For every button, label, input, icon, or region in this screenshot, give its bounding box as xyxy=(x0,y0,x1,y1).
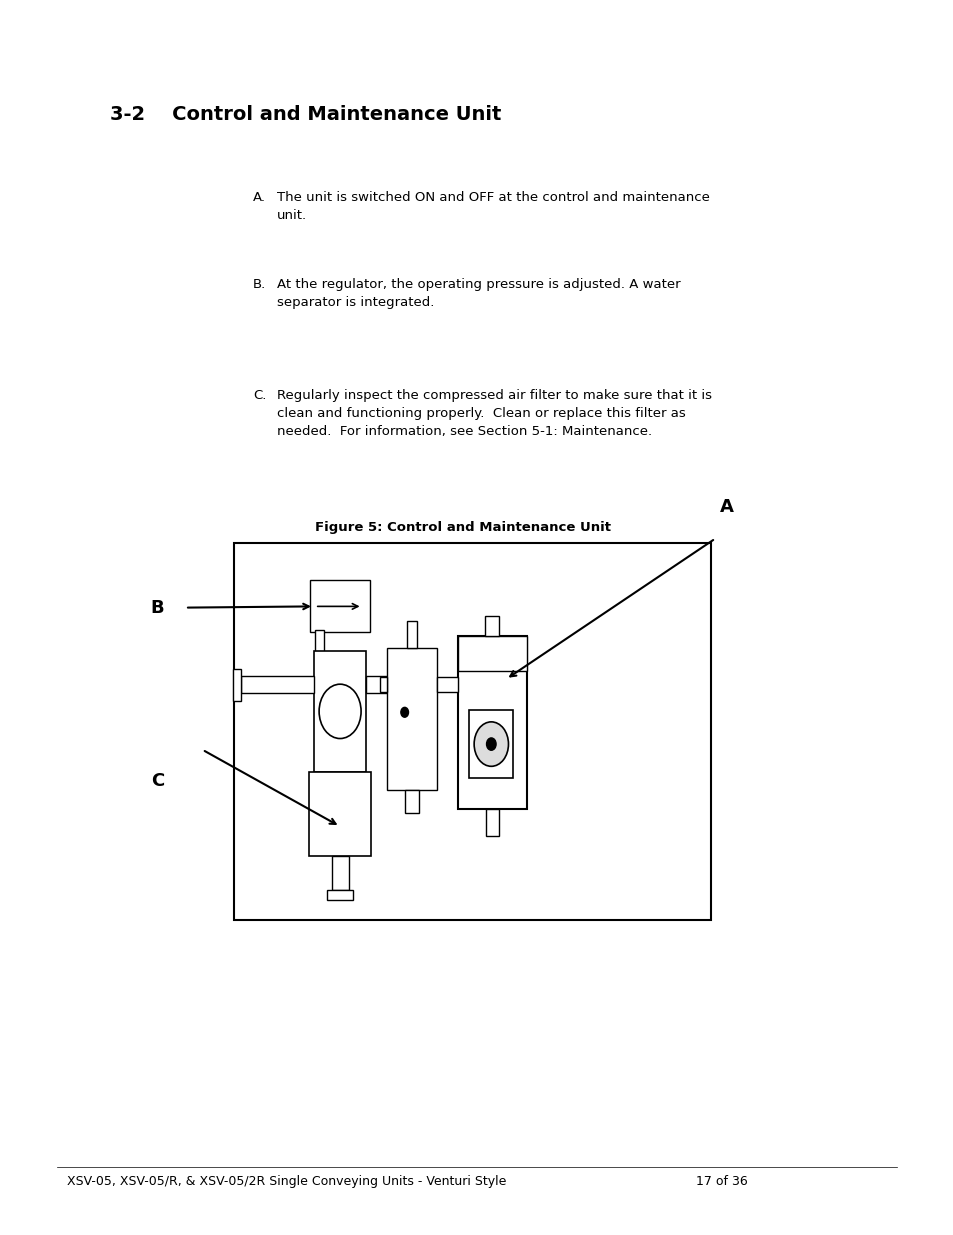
Text: Regularly inspect the compressed air filter to make sure that it is
clean and fu: Regularly inspect the compressed air fil… xyxy=(276,389,711,438)
Bar xyxy=(457,636,526,809)
Text: At the regulator, the operating pressure is adjusted. A water
separator is integ: At the regulator, the operating pressure… xyxy=(276,278,679,309)
Bar xyxy=(314,630,324,655)
Text: B: B xyxy=(151,599,164,616)
Bar xyxy=(407,621,416,648)
Bar xyxy=(469,710,513,778)
Text: The unit is switched ON and OFF at the control and maintenance
unit.: The unit is switched ON and OFF at the c… xyxy=(276,191,709,222)
Text: C.: C. xyxy=(253,389,266,403)
Bar xyxy=(233,543,710,920)
Bar xyxy=(379,677,387,692)
Text: 17 of 36: 17 of 36 xyxy=(696,1174,747,1188)
Bar xyxy=(457,636,526,671)
Bar xyxy=(310,580,370,632)
Bar xyxy=(332,856,349,890)
Text: C: C xyxy=(151,772,164,789)
Bar xyxy=(436,677,457,692)
Text: Figure 5: Control and Maintenance Unit: Figure 5: Control and Maintenance Unit xyxy=(314,520,610,534)
Bar xyxy=(366,676,387,693)
Text: A.: A. xyxy=(253,191,266,205)
Bar xyxy=(485,809,498,836)
Text: 3-2    Control and Maintenance Unit: 3-2 Control and Maintenance Unit xyxy=(110,105,500,124)
Circle shape xyxy=(486,737,496,750)
Text: XSV-05, XSV-05/R, & XSV-05/2R Single Conveying Units - Venturi Style: XSV-05, XSV-05/R, & XSV-05/2R Single Con… xyxy=(67,1174,506,1188)
Bar xyxy=(387,648,436,790)
Text: B.: B. xyxy=(253,278,266,291)
Bar xyxy=(326,890,354,900)
Text: A: A xyxy=(720,498,734,516)
Bar xyxy=(233,668,241,700)
Circle shape xyxy=(400,708,408,718)
Bar xyxy=(314,651,366,772)
Bar xyxy=(405,790,418,813)
Bar xyxy=(241,676,314,693)
Bar xyxy=(485,616,498,636)
Circle shape xyxy=(318,684,360,739)
Circle shape xyxy=(474,721,508,766)
Bar xyxy=(309,772,371,856)
